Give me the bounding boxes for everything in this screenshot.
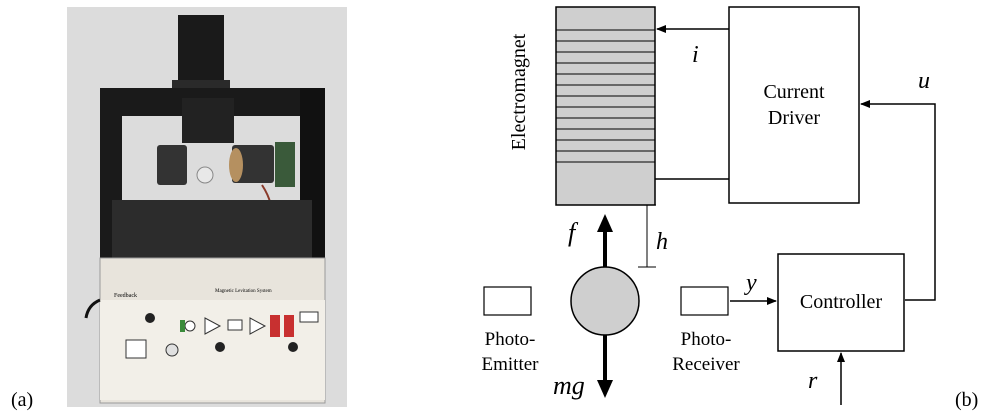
signal-u: u (918, 68, 930, 94)
signal-y: y (744, 270, 757, 296)
base-top (112, 200, 312, 258)
photo-emitter-label-1: Photo- (485, 329, 536, 350)
indicator-block (299, 311, 319, 323)
force-mg: mg (553, 371, 585, 400)
green-led (180, 320, 185, 332)
controller-box (777, 253, 905, 352)
coil-housing (182, 98, 234, 143)
light-lens (229, 148, 243, 182)
electromagnet (555, 6, 656, 206)
levitated-ball (196, 166, 214, 184)
panel-switch (125, 339, 147, 359)
levitated-ball-diagram (570, 266, 640, 336)
sum-junction (184, 320, 196, 332)
current-driver-label-2: Driver (768, 107, 821, 129)
photo-receiver-label-1: Photo- (681, 329, 732, 350)
amp-symbol (204, 317, 222, 335)
photo-receiver-label-2: Receiver (672, 354, 740, 375)
schematic-panel: Electromagnet Current Driver i u Control… (482, 6, 936, 405)
coil-windings (556, 29, 655, 163)
amp-symbol-2 (249, 317, 267, 335)
electromagnet-label: Electromagnet (508, 33, 530, 150)
photo-receiver-box (680, 286, 729, 316)
circuit-board (275, 142, 295, 187)
signal-r: r (808, 368, 818, 394)
light-right (232, 145, 274, 183)
knob-2 (215, 342, 225, 352)
photo-panel: Feedback Magnetic Levitation System (67, 7, 347, 407)
block-symbol (227, 319, 243, 331)
current-driver-label-1: Current (763, 81, 825, 103)
knob-3 (165, 343, 179, 357)
force-mg-head (597, 380, 613, 398)
gap-h: h (656, 229, 668, 255)
brand-text: Feedback (114, 293, 137, 299)
knob-4 (288, 342, 298, 352)
knob (145, 313, 155, 323)
panel-text: Magnetic Levitation System (215, 289, 272, 294)
current-driver-box (728, 6, 860, 204)
top-actuator (178, 15, 224, 85)
power-cord (84, 298, 101, 319)
red-jack-2 (284, 315, 294, 337)
photo-emitter-label-2: Emitter (482, 354, 540, 375)
controller-label: Controller (800, 291, 883, 313)
control-signal-line (860, 100, 936, 301)
electromagnet-body (555, 6, 656, 206)
force-f: f (568, 218, 579, 247)
panel-a-label: (a) (11, 389, 33, 411)
photo-emitter-box (483, 286, 532, 316)
red-jack (270, 315, 280, 337)
panel-b-label: (b) (955, 389, 978, 411)
signal-i: i (692, 42, 699, 68)
force-f-head (597, 214, 613, 232)
light-left (157, 145, 187, 185)
